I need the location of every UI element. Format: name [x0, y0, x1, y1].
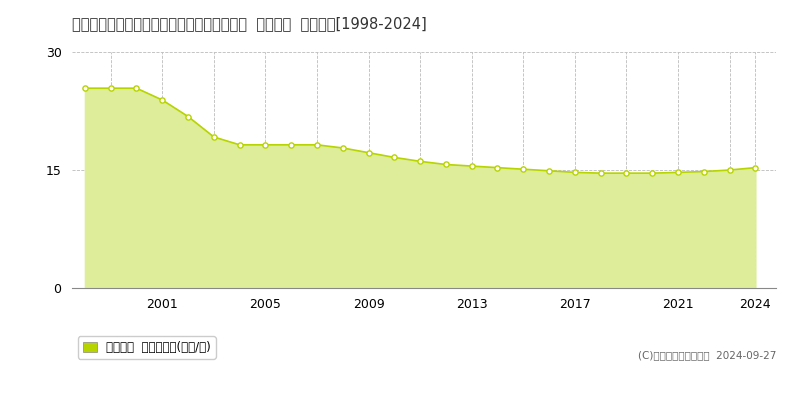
- Point: [569, 169, 582, 176]
- Point: [104, 85, 117, 91]
- Point: [130, 85, 143, 91]
- Point: [646, 170, 658, 176]
- Point: [207, 134, 220, 140]
- Point: [259, 142, 272, 148]
- Text: (C)土地価格ドットコム  2024-09-27: (C)土地価格ドットコム 2024-09-27: [638, 350, 776, 360]
- Point: [723, 167, 736, 173]
- Point: [517, 166, 530, 172]
- Point: [439, 161, 452, 168]
- Point: [749, 164, 762, 171]
- Point: [78, 85, 91, 91]
- Point: [388, 154, 401, 161]
- Point: [285, 142, 298, 148]
- Point: [336, 145, 349, 151]
- Point: [414, 158, 426, 164]
- Text: 石川県河北郡内灘町字ハマナス１丁目５８番  公示地価  地価推移[1998-2024]: 石川県河北郡内灘町字ハマナス１丁目５８番 公示地価 地価推移[1998-2024…: [72, 16, 426, 31]
- Point: [594, 170, 607, 176]
- Point: [234, 142, 246, 148]
- Point: [672, 169, 685, 176]
- Point: [620, 170, 633, 176]
- Legend: 公示地価  平均坪単価(万円/坪): 公示地価 平均坪単価(万円/坪): [78, 336, 216, 359]
- Point: [156, 97, 169, 103]
- Point: [362, 150, 375, 156]
- Point: [310, 142, 323, 148]
- Point: [542, 168, 555, 174]
- Point: [698, 168, 710, 175]
- Point: [182, 113, 194, 120]
- Point: [466, 163, 478, 169]
- Point: [491, 164, 504, 171]
